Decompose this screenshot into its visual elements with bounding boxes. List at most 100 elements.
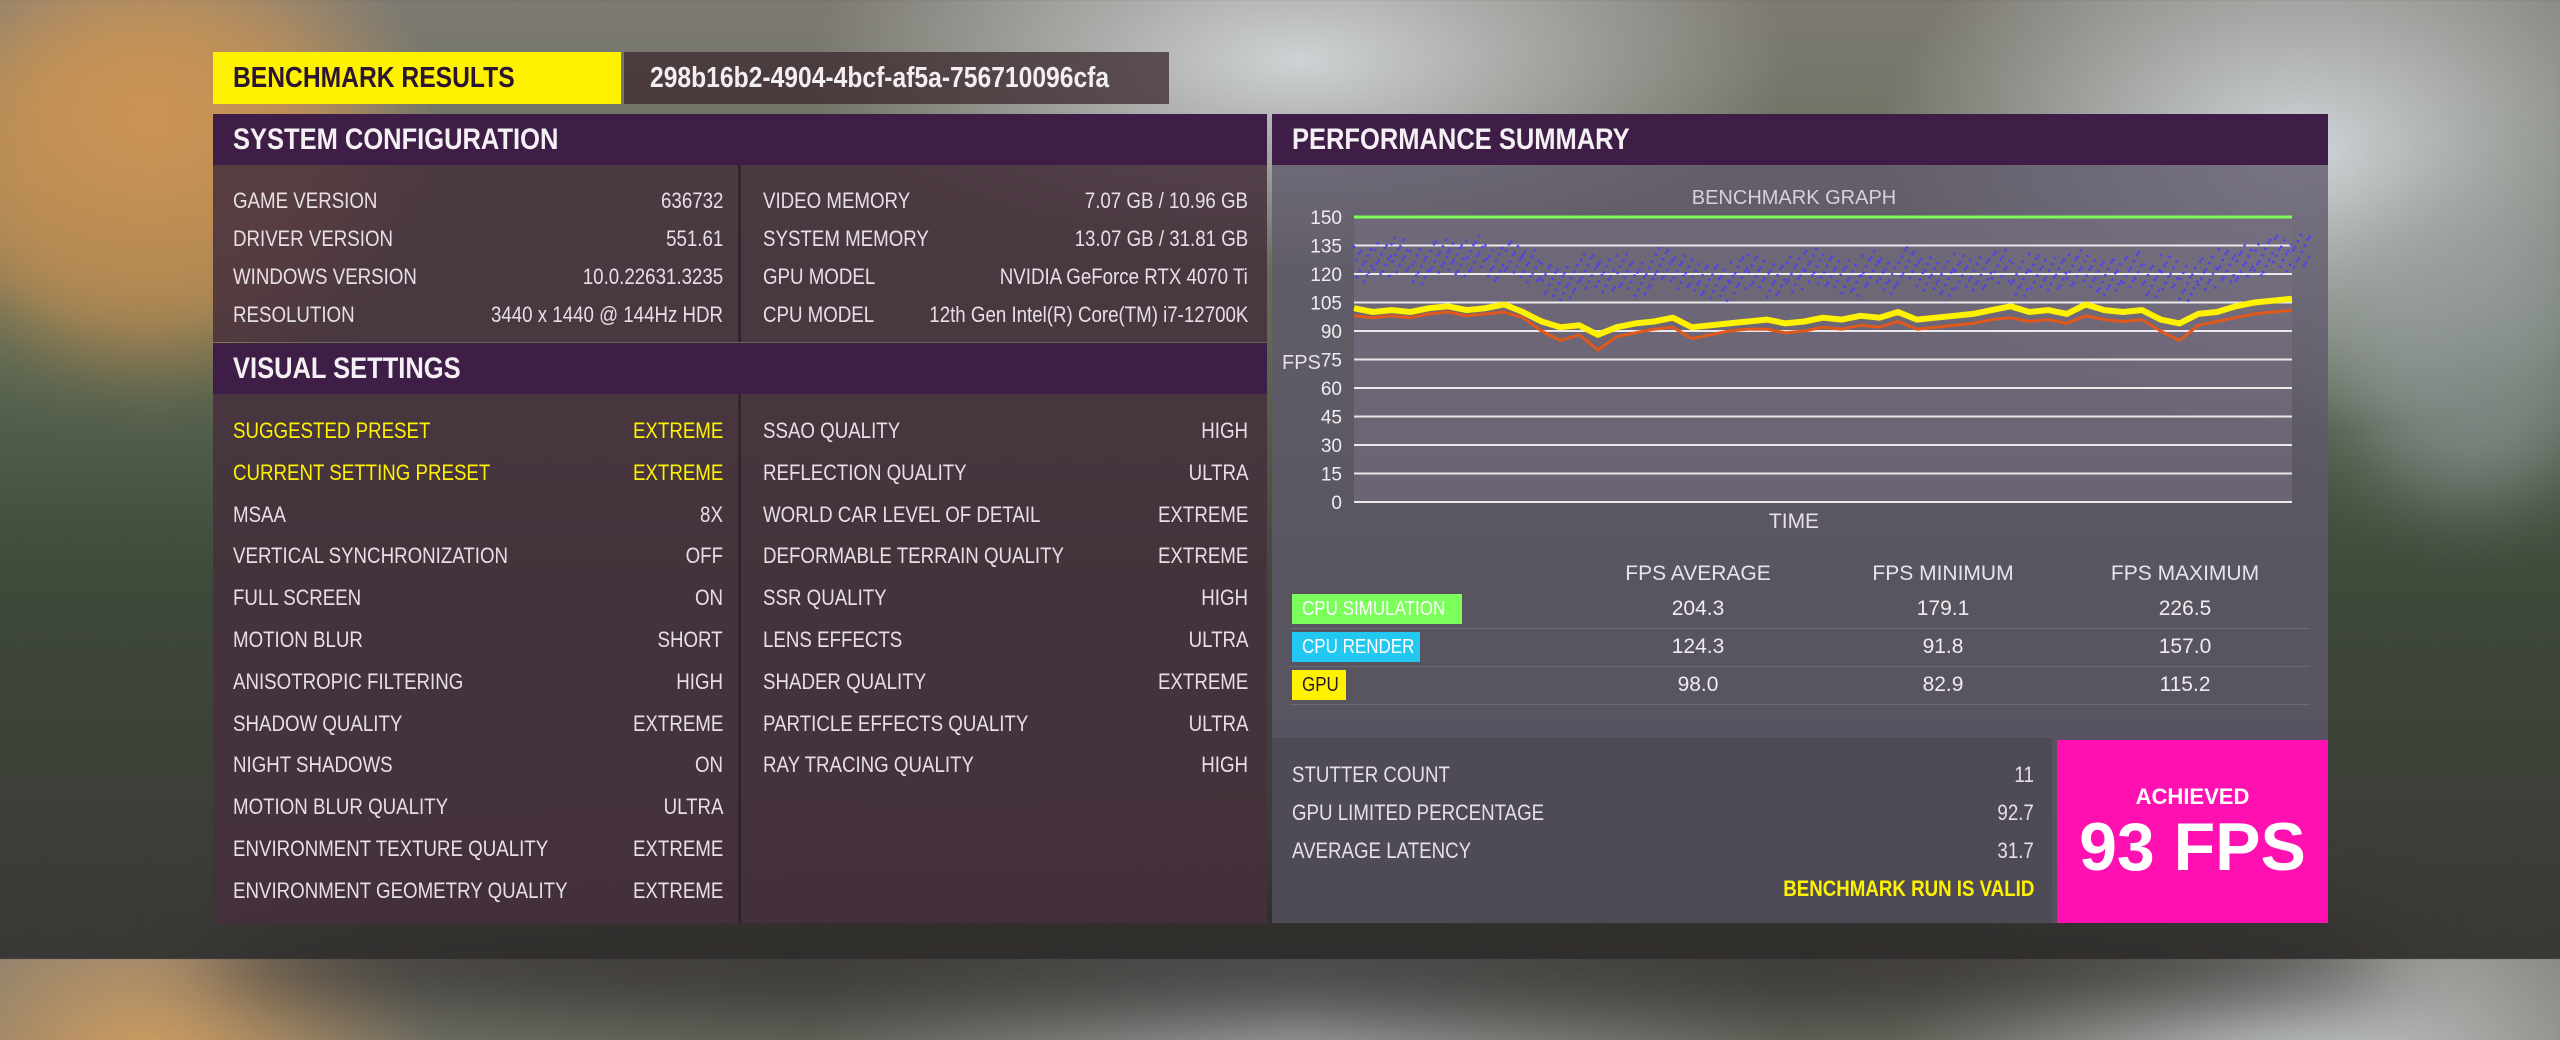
cpu-render-point xyxy=(1796,277,1800,280)
cpu-render-point xyxy=(1508,260,1512,263)
cpu-render-point xyxy=(1651,277,1655,281)
visual-setting-value: ON xyxy=(694,585,723,611)
cpu-render-point xyxy=(1503,269,1507,272)
cpu-render-point xyxy=(2129,266,2133,269)
cpu-render-point xyxy=(1709,296,1712,300)
chart-grid: 0 15 30 45 60 75 90 105 120 135 150 xyxy=(1310,208,2292,514)
cpu-render-point xyxy=(1694,269,1698,272)
cpu-render-point xyxy=(2062,258,2066,262)
cpu-render-point xyxy=(2297,256,2301,260)
cpu-render-point xyxy=(1800,287,1804,291)
cpu-render-point xyxy=(2003,268,2007,272)
cpu-render-point xyxy=(1775,293,1778,297)
cpu-render-point xyxy=(1521,253,1525,256)
cpu-render-point xyxy=(2169,272,2172,276)
cpu-render-point xyxy=(1862,271,1865,275)
cpu-render-point xyxy=(1512,270,1516,274)
cpu-render-point xyxy=(2270,251,2274,255)
cpu-render-point xyxy=(1587,280,1591,284)
cpu-render-point xyxy=(1633,274,1636,278)
visual-setting-row: RAY TRACING QUALITY HIGH xyxy=(763,748,1248,782)
cpu-render-point xyxy=(2086,254,2090,258)
visual-setting-row: REFLECTION QUALITY ULTRA xyxy=(763,456,1248,490)
cpu-render-point xyxy=(1483,244,1487,247)
cpu-render-point xyxy=(1380,252,1384,256)
cpu-render-point xyxy=(1935,281,1938,285)
achieved-fps-badge: ACHIEVED 93 FPS xyxy=(2057,740,2328,923)
stat-row-divider xyxy=(1290,704,2310,705)
cpu-render-point xyxy=(1750,264,1754,268)
cpu-render-point xyxy=(2251,265,2254,269)
system-config-label: CPU MODEL xyxy=(763,302,875,327)
cpu-render-point xyxy=(1391,259,1394,263)
cpu-render-point xyxy=(1914,264,1918,267)
cpu-render-point xyxy=(2160,270,2164,274)
cpu-render-point xyxy=(1705,284,1708,288)
visual-setting-label: SUGGESTED PRESET xyxy=(233,418,431,443)
cpu-render-point xyxy=(2161,287,2165,291)
cpu-render-point xyxy=(1401,238,1405,242)
visual-setting-label: SSAO QUALITY xyxy=(763,418,901,443)
cpu-render-point xyxy=(2284,252,2288,256)
cpu-render-point xyxy=(2143,280,2147,283)
cpu-render-point xyxy=(2185,282,2189,285)
system-config-label: GPU MODEL xyxy=(763,264,876,289)
cpu-render-point xyxy=(2247,254,2250,258)
cpu-render-point xyxy=(2182,288,2186,292)
cpu-render-point xyxy=(1889,292,1893,296)
cpu-render-point xyxy=(2128,285,2132,289)
system-config-value: 10.0.22631.3235 xyxy=(582,264,723,289)
cpu-render-point xyxy=(1501,263,1505,267)
cpu-render-point xyxy=(1365,273,1369,277)
cpu-render-point xyxy=(1943,266,1946,270)
system-config-label: WINDOWS VERSION xyxy=(233,264,417,289)
cpu-render-point xyxy=(1903,248,1907,252)
cpu-render-point xyxy=(2124,275,2128,278)
stat-row-divider xyxy=(1290,666,2310,667)
cpu-render-point xyxy=(1682,274,1686,278)
cpu-render-point xyxy=(2017,286,2020,290)
cpu-render-point xyxy=(2198,260,2202,263)
cpu-render-point xyxy=(1786,261,1789,265)
cpu-render-point xyxy=(1654,253,1658,257)
cpu-render-point xyxy=(1881,270,1885,274)
cpu-render-point xyxy=(1458,246,1462,250)
cpu-render-point xyxy=(1890,272,1894,276)
cpu-render-point xyxy=(1504,249,1508,253)
cpu-render-point xyxy=(1690,258,1694,262)
system-config-row: DRIVER VERSION 551.61 xyxy=(233,222,723,256)
y-tick-label: 90 xyxy=(1321,322,1342,343)
cpu-render-point xyxy=(1896,281,1900,284)
cpu-render-point xyxy=(1404,268,1408,272)
cpu-render-point xyxy=(2167,275,2170,278)
cpu-render-point xyxy=(1513,251,1517,254)
cpu-render-point xyxy=(1986,278,1990,281)
cpu-render-point xyxy=(1450,262,1454,265)
cpu-render-point xyxy=(1769,269,1773,273)
cpu-render-point xyxy=(2210,255,2214,259)
cpu-render-point xyxy=(1789,255,1792,259)
cpu-render-point xyxy=(1416,271,1420,275)
cpu-render-point xyxy=(1441,244,1445,248)
visual-setting-label: REFLECTION QUALITY xyxy=(763,459,967,485)
cpu-render-point xyxy=(1561,291,1565,295)
cpu-render-point xyxy=(1949,271,1953,274)
cpu-render-point xyxy=(2249,268,2252,272)
cpu-render-point xyxy=(1616,271,1620,275)
cpu-render-point xyxy=(1394,253,1397,257)
cpu-render-point xyxy=(1494,259,1498,263)
cpu-render-point xyxy=(1527,261,1531,265)
cpu-render-point xyxy=(1919,258,1923,261)
cpu-render-point xyxy=(2071,264,2075,267)
cpu-render-point xyxy=(2239,270,2243,273)
cpu-render-point xyxy=(1893,266,1897,270)
cpu-render-point xyxy=(1432,242,1436,246)
cpu-render-point xyxy=(2172,266,2175,269)
cpu-render-point xyxy=(1978,256,1982,260)
cpu-render-point xyxy=(1818,258,1822,262)
cpu-render-point xyxy=(1634,294,1637,298)
cpu-render-point xyxy=(1455,253,1459,256)
cpu-render-point xyxy=(1733,271,1737,275)
visual-setting-label: FULL SCREEN xyxy=(233,585,362,611)
cpu-render-point xyxy=(2102,260,2105,264)
